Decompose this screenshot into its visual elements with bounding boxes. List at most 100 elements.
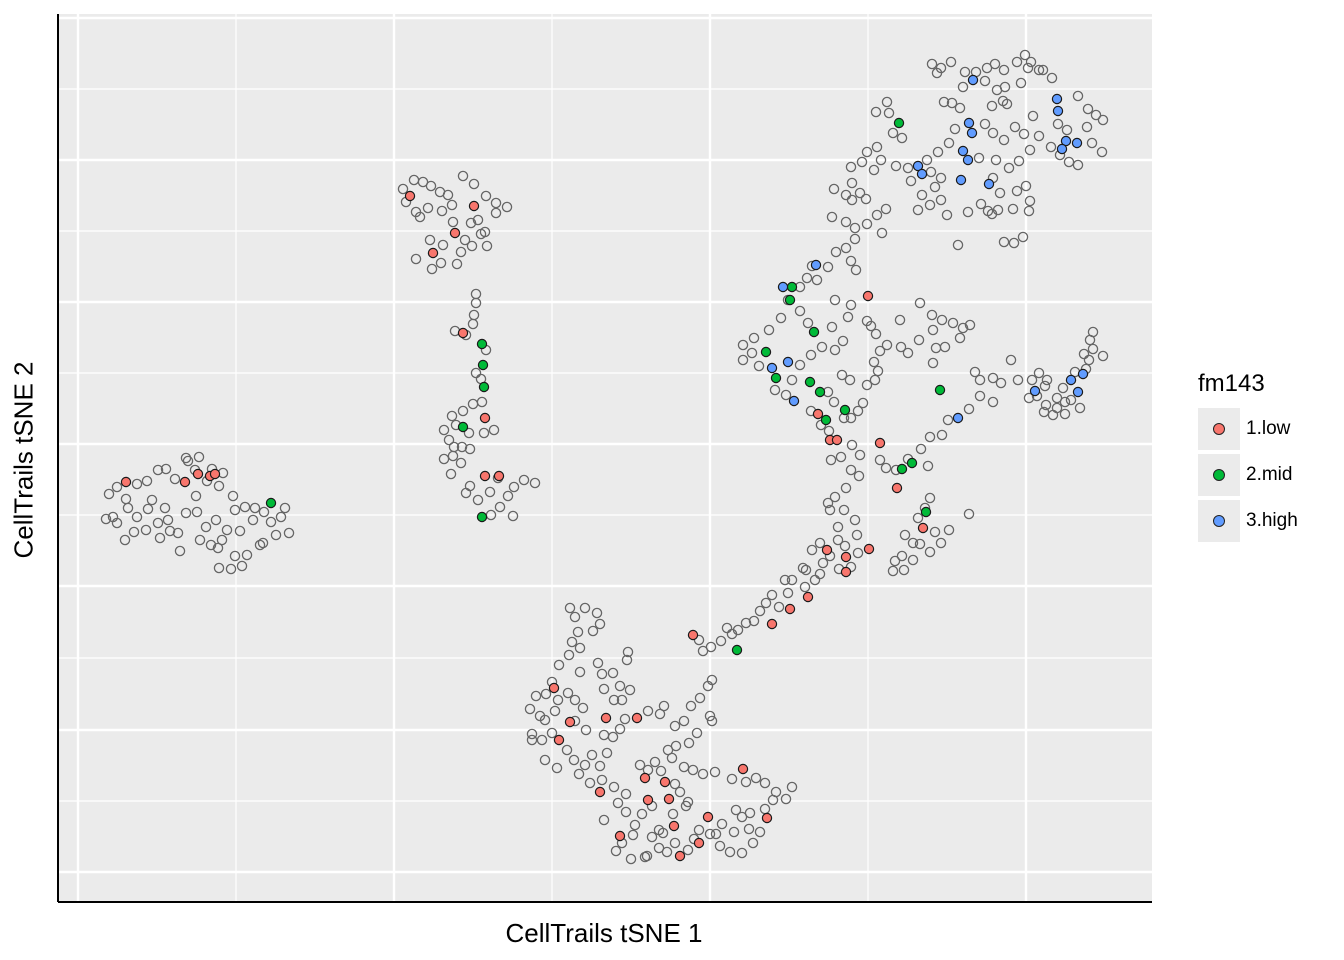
point-3-high	[952, 412, 964, 424]
point-unassigned	[779, 574, 791, 586]
point-unassigned	[257, 537, 269, 549]
point-unassigned	[697, 768, 709, 780]
point-unassigned	[987, 372, 999, 384]
point-unassigned	[914, 297, 926, 309]
point-unassigned	[828, 183, 840, 195]
point-unassigned	[212, 542, 224, 554]
point-unassigned	[912, 204, 924, 216]
point-unassigned	[849, 222, 861, 234]
legend-label: 3.high	[1246, 510, 1298, 531]
point-unassigned	[447, 216, 459, 228]
point-2-mid	[896, 463, 908, 475]
point-unassigned	[619, 713, 631, 725]
point-unassigned	[737, 354, 749, 366]
point-unassigned	[160, 463, 172, 475]
point-unassigned	[987, 396, 999, 408]
point-unassigned	[614, 723, 626, 735]
point-unassigned	[426, 263, 438, 275]
point-unassigned	[800, 564, 812, 576]
point-unassigned	[851, 529, 863, 541]
point-unassigned	[871, 141, 883, 153]
point-unassigned	[743, 823, 755, 835]
legend-title: fm143	[1198, 370, 1265, 397]
point-unassigned	[868, 356, 880, 368]
point-unassigned	[594, 760, 606, 772]
legend-dot-icon	[1213, 515, 1225, 527]
point-unassigned	[898, 564, 910, 576]
point-unassigned	[846, 194, 858, 206]
point-unassigned	[936, 314, 948, 326]
point-unassigned	[998, 236, 1010, 248]
point-unassigned	[265, 516, 277, 528]
point-unassigned	[990, 154, 1002, 166]
point-unassigned	[524, 703, 536, 715]
point-unassigned	[551, 762, 563, 774]
point-unassigned	[451, 258, 463, 270]
point-unassigned	[249, 502, 261, 514]
legend-item-mid: 2.mid	[1198, 452, 1298, 498]
data-points	[100, 49, 1109, 865]
point-unassigned	[468, 178, 480, 190]
point-3-high	[1071, 137, 1083, 149]
point-unassigned	[869, 374, 881, 386]
point-unassigned	[1097, 350, 1109, 362]
point-unassigned	[657, 827, 669, 839]
point-unassigned	[438, 453, 450, 465]
point-unassigned	[636, 808, 648, 820]
point-unassigned	[258, 506, 270, 518]
point-unassigned	[162, 514, 174, 526]
point-2-mid	[476, 511, 488, 523]
point-unassigned	[1039, 380, 1051, 392]
point-unassigned	[728, 826, 740, 838]
point-unassigned	[466, 240, 478, 252]
point-unassigned	[794, 359, 806, 371]
point-unassigned	[425, 180, 437, 192]
point-1-low	[639, 772, 651, 784]
point-3-high	[963, 117, 975, 129]
point-unassigned	[472, 494, 484, 506]
point-1-low	[663, 793, 675, 805]
point-unassigned	[954, 102, 966, 114]
point-1-low	[687, 629, 699, 641]
y-axis-title: CellTrails tSNE 2	[8, 361, 39, 559]
point-unassigned	[943, 524, 955, 536]
point-unassigned	[574, 642, 586, 654]
point-unassigned	[1011, 185, 1023, 197]
point-unassigned	[838, 504, 850, 516]
point-unassigned	[829, 294, 841, 306]
point-unassigned	[736, 811, 748, 823]
point-unassigned	[987, 127, 999, 139]
point-unassigned	[773, 601, 785, 613]
point-1-low	[761, 812, 773, 824]
point-unassigned	[947, 317, 959, 329]
point-unassigned	[861, 315, 873, 327]
point-unassigned	[905, 175, 917, 187]
point-3-high	[782, 356, 794, 368]
point-unassigned	[799, 581, 811, 593]
point-2-mid	[906, 457, 918, 469]
point-unassigned	[726, 773, 738, 785]
x-axis-title: CellTrails tSNE 1	[505, 918, 703, 948]
point-1-low	[553, 734, 565, 746]
point-2-mid	[814, 386, 826, 398]
point-unassigned	[501, 201, 513, 213]
point-unassigned	[1019, 49, 1031, 61]
point-unassigned	[912, 512, 924, 524]
point-unassigned	[890, 160, 902, 172]
point-unassigned	[857, 397, 869, 409]
point-unassigned	[874, 454, 886, 466]
point-unassigned	[566, 636, 578, 648]
point-unassigned	[969, 366, 981, 378]
point-unassigned	[963, 403, 975, 415]
point-2-mid	[457, 421, 469, 433]
point-unassigned	[1046, 72, 1058, 84]
point-1-low	[631, 712, 643, 724]
point-unassigned	[896, 132, 908, 144]
point-unassigned	[634, 759, 646, 771]
legend-dot-icon	[1213, 423, 1225, 435]
point-unassigned	[883, 107, 895, 119]
point-unassigned	[1052, 118, 1064, 130]
point-unassigned	[552, 694, 564, 706]
point-unassigned	[927, 357, 939, 369]
point-2-mid	[839, 404, 851, 416]
